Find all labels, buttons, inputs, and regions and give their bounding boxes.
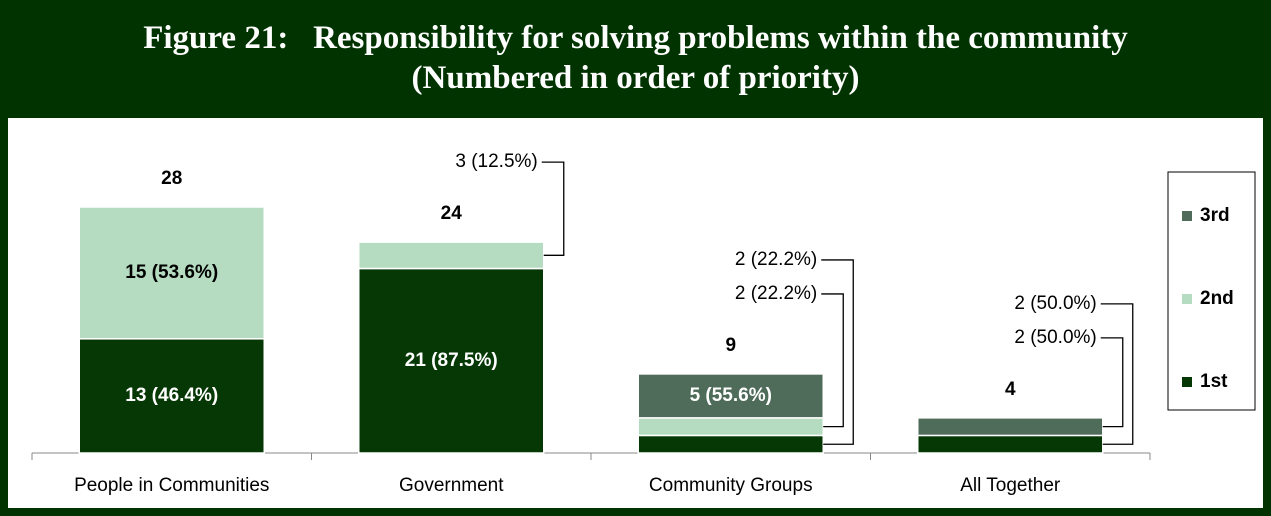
x-tick-label: People in Communities <box>74 475 269 496</box>
value-label: 21 (87.5%) <box>405 350 498 371</box>
callout-label: 3 (12.5%) <box>455 151 537 172</box>
bar-segment <box>78 206 265 340</box>
bar-segment <box>637 373 824 419</box>
legend-label: 1st <box>1200 371 1228 392</box>
callout-line <box>1100 337 1124 428</box>
legend-swatch <box>1182 294 1192 304</box>
legend-swatch <box>1182 211 1192 221</box>
callout-label: 2 (50.0%) <box>1014 293 1096 314</box>
total-label: 9 <box>725 335 736 356</box>
legend-label: 3rd <box>1200 205 1230 226</box>
legend-swatch <box>1182 377 1192 387</box>
bar-segment <box>917 417 1104 437</box>
value-label: 5 (55.6%) <box>690 385 772 406</box>
value-label: 13 (46.4%) <box>125 385 218 406</box>
callout-line <box>1100 303 1134 445</box>
chart: People in Communities 28 15 (53.6%) 13 (46.… <box>8 118 1263 508</box>
x-tick-label: Community Groups <box>649 475 813 496</box>
x-tick-label: Government <box>399 475 504 496</box>
chart-subtitle: (Numbered in order of priority) <box>411 60 860 96</box>
callout-line <box>821 259 854 445</box>
bar-segment <box>358 241 545 270</box>
bar-segment <box>637 434 824 454</box>
callout-line <box>821 293 844 428</box>
total-label: 4 <box>1005 379 1016 400</box>
total-label: 24 <box>441 203 463 224</box>
value-label: 15 (53.6%) <box>125 262 218 283</box>
callout-label: 2 (50.0%) <box>1014 327 1096 348</box>
callout-label: 2 (22.2%) <box>735 283 817 304</box>
bar-segment <box>78 338 265 454</box>
legend-label: 2nd <box>1200 288 1234 309</box>
total-label: 28 <box>161 168 182 189</box>
chart-title: Figure 21: Responsibility for solving pr… <box>143 20 1128 56</box>
callout-line <box>541 161 565 256</box>
title-band: Figure 21: Responsibility for solving pr… <box>0 0 1271 118</box>
x-tick-label: All Together <box>960 475 1061 496</box>
bar-segment <box>917 434 1104 454</box>
bar-segment <box>637 417 824 437</box>
callout-label: 2 (22.2%) <box>735 249 817 270</box>
